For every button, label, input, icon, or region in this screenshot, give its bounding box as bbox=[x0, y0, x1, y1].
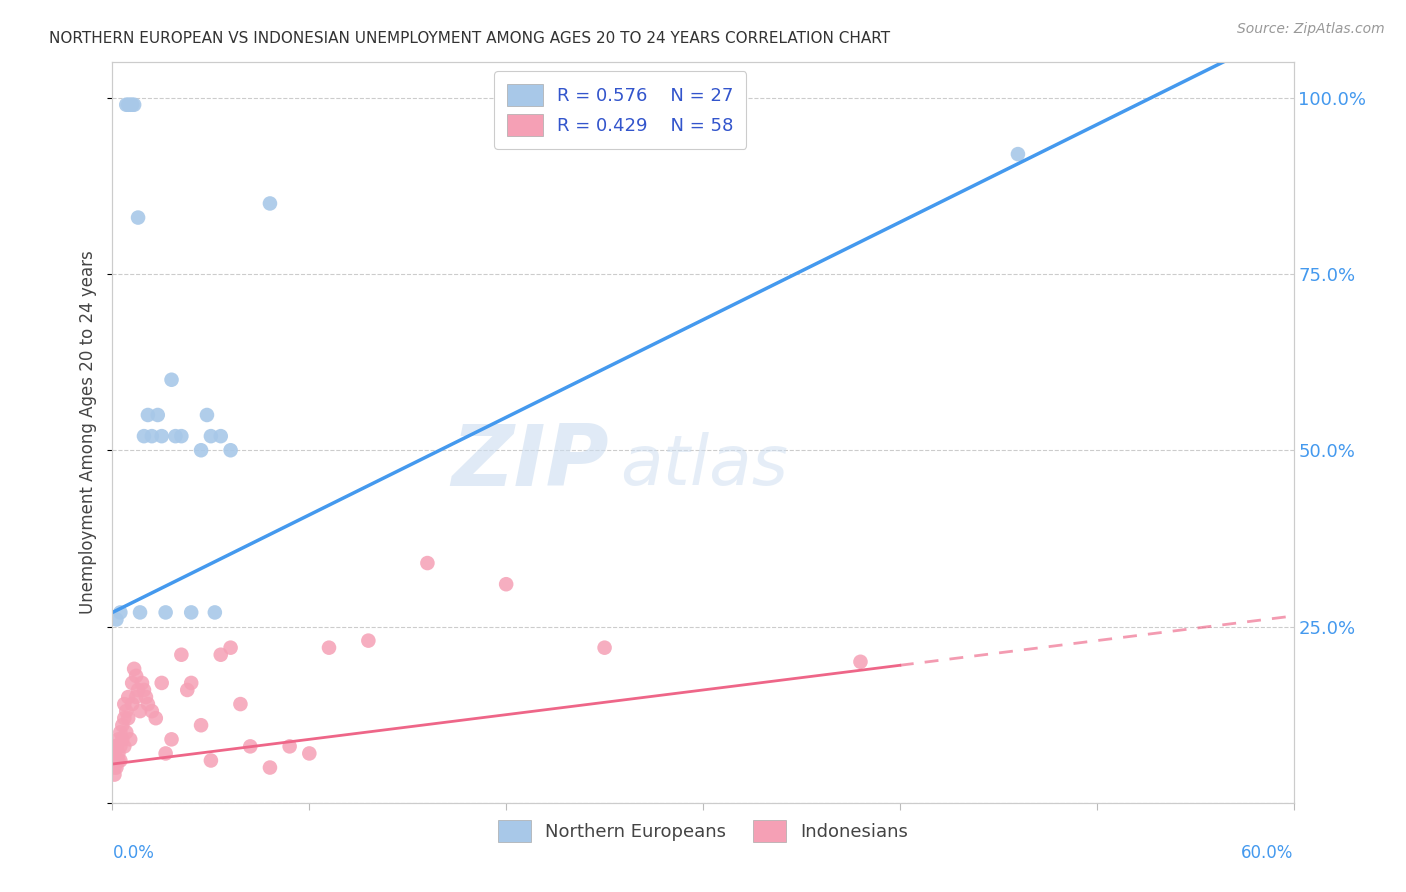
Point bbox=[112, 697, 135, 711]
Point bbox=[107, 747, 129, 761]
Point bbox=[146, 408, 169, 422]
Text: NORTHERN EUROPEAN VS INDONESIAN UNEMPLOYMENT AMONG AGES 20 TO 24 YEARS CORRELATI: NORTHERN EUROPEAN VS INDONESIAN UNEMPLOY… bbox=[49, 31, 890, 46]
Point bbox=[135, 690, 157, 704]
Point bbox=[103, 739, 125, 754]
Point bbox=[120, 732, 142, 747]
Point bbox=[165, 429, 187, 443]
Point bbox=[115, 704, 138, 718]
Point bbox=[121, 676, 143, 690]
Text: Source: ZipAtlas.com: Source: ZipAtlas.com bbox=[1237, 22, 1385, 37]
Point bbox=[204, 606, 226, 620]
Point bbox=[200, 429, 222, 443]
Point bbox=[170, 429, 193, 443]
Point bbox=[112, 739, 135, 754]
Point bbox=[141, 429, 163, 443]
Point bbox=[849, 655, 872, 669]
Point bbox=[180, 676, 202, 690]
Point bbox=[176, 683, 198, 698]
Point bbox=[121, 697, 143, 711]
Point bbox=[239, 739, 262, 754]
Text: 0.0%: 0.0% bbox=[112, 844, 155, 862]
Legend: Northern Europeans, Indonesians: Northern Europeans, Indonesians bbox=[491, 813, 915, 849]
Point bbox=[136, 408, 159, 422]
Point bbox=[111, 732, 134, 747]
Point bbox=[150, 429, 173, 443]
Point bbox=[259, 760, 281, 774]
Point bbox=[112, 711, 135, 725]
Point bbox=[593, 640, 616, 655]
Point bbox=[115, 725, 138, 739]
Point bbox=[111, 718, 134, 732]
Point bbox=[122, 97, 145, 112]
Point bbox=[209, 429, 232, 443]
Point bbox=[131, 676, 153, 690]
Point bbox=[117, 690, 139, 704]
Point bbox=[132, 429, 155, 443]
Point bbox=[103, 760, 125, 774]
Point bbox=[105, 739, 128, 754]
Point bbox=[103, 754, 125, 768]
Point bbox=[318, 640, 340, 655]
Point bbox=[120, 97, 142, 112]
Point bbox=[141, 704, 163, 718]
Point bbox=[117, 711, 139, 725]
Point bbox=[150, 676, 173, 690]
Text: 60.0%: 60.0% bbox=[1241, 844, 1294, 862]
Point bbox=[190, 443, 212, 458]
Point bbox=[180, 606, 202, 620]
Point bbox=[127, 211, 149, 225]
Point bbox=[129, 606, 152, 620]
Point bbox=[160, 373, 183, 387]
Point bbox=[136, 697, 159, 711]
Point bbox=[1007, 147, 1029, 161]
Point bbox=[155, 606, 177, 620]
Point bbox=[107, 754, 129, 768]
Point bbox=[357, 633, 380, 648]
Point bbox=[200, 754, 222, 768]
Point bbox=[495, 577, 517, 591]
Point bbox=[195, 408, 218, 422]
Point bbox=[105, 754, 128, 768]
Point bbox=[190, 718, 212, 732]
Y-axis label: Unemployment Among Ages 20 to 24 years: Unemployment Among Ages 20 to 24 years bbox=[79, 251, 97, 615]
Point bbox=[145, 711, 167, 725]
Text: atlas: atlas bbox=[620, 433, 789, 500]
Point bbox=[416, 556, 439, 570]
Point bbox=[219, 640, 242, 655]
Point bbox=[259, 196, 281, 211]
Point bbox=[115, 97, 138, 112]
Point bbox=[121, 97, 143, 112]
Point bbox=[132, 683, 155, 698]
Point bbox=[278, 739, 301, 754]
Point bbox=[298, 747, 321, 761]
Point bbox=[129, 704, 152, 718]
Point bbox=[110, 606, 132, 620]
Point bbox=[160, 732, 183, 747]
Text: ZIP: ZIP bbox=[451, 421, 609, 504]
Point bbox=[219, 443, 242, 458]
Point bbox=[117, 97, 139, 112]
Point bbox=[229, 697, 252, 711]
Point bbox=[110, 739, 132, 754]
Point bbox=[209, 648, 232, 662]
Point bbox=[110, 754, 132, 768]
Point bbox=[127, 683, 149, 698]
Point bbox=[170, 648, 193, 662]
Point bbox=[122, 662, 145, 676]
Point bbox=[103, 747, 125, 761]
Point bbox=[110, 725, 132, 739]
Point bbox=[125, 669, 148, 683]
Point bbox=[125, 690, 148, 704]
Point bbox=[105, 760, 128, 774]
Point bbox=[155, 747, 177, 761]
Point bbox=[105, 612, 128, 626]
Point bbox=[103, 767, 125, 781]
Point bbox=[107, 732, 129, 747]
